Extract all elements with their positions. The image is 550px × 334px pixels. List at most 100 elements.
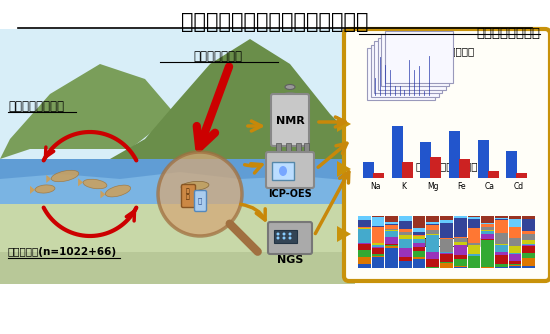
Bar xyxy=(509,238,521,246)
Polygon shape xyxy=(337,116,351,132)
Circle shape xyxy=(277,236,279,239)
Bar xyxy=(386,244,398,245)
Bar xyxy=(454,237,466,242)
Bar xyxy=(426,224,439,230)
Bar xyxy=(509,227,521,238)
Polygon shape xyxy=(337,161,351,177)
Bar xyxy=(358,228,371,243)
Text: ICP-OES: ICP-OES xyxy=(268,189,312,199)
Bar xyxy=(454,267,466,268)
Bar xyxy=(495,218,508,219)
Bar xyxy=(426,235,439,253)
Ellipse shape xyxy=(83,179,107,189)
FancyBboxPatch shape xyxy=(268,222,312,254)
Bar xyxy=(386,230,398,236)
Bar xyxy=(358,220,371,227)
Bar xyxy=(522,216,535,218)
Bar xyxy=(481,227,494,230)
Bar xyxy=(481,231,494,234)
Bar xyxy=(372,254,384,257)
Bar xyxy=(481,223,494,224)
FancyBboxPatch shape xyxy=(266,152,314,188)
Bar xyxy=(509,266,521,268)
Bar xyxy=(426,222,439,224)
Bar xyxy=(402,162,412,178)
Bar xyxy=(412,239,426,242)
Text: Fe: Fe xyxy=(457,182,466,191)
Bar xyxy=(495,245,508,252)
Bar xyxy=(440,262,453,263)
Bar xyxy=(481,234,494,239)
Bar xyxy=(412,257,426,260)
Polygon shape xyxy=(110,39,355,159)
Polygon shape xyxy=(0,159,355,204)
Circle shape xyxy=(158,152,242,236)
FancyBboxPatch shape xyxy=(272,162,294,180)
Bar xyxy=(412,247,426,251)
Text: 複雑な環境因子: 複雑な環境因子 xyxy=(194,49,243,62)
Text: NGS: NGS xyxy=(277,255,303,265)
Bar xyxy=(522,240,535,244)
Polygon shape xyxy=(0,159,355,181)
Text: 無機元素プロファイル: 無機元素プロファイル xyxy=(416,161,478,171)
Bar xyxy=(468,254,480,256)
Bar xyxy=(372,226,384,227)
Bar xyxy=(440,252,453,253)
Bar xyxy=(459,159,470,178)
Bar xyxy=(304,143,309,159)
Bar xyxy=(495,220,508,233)
Bar xyxy=(426,253,439,259)
Bar xyxy=(412,235,426,236)
Bar xyxy=(522,245,535,246)
Bar xyxy=(399,261,412,268)
Bar xyxy=(412,232,426,235)
Bar xyxy=(522,234,535,240)
Ellipse shape xyxy=(285,85,295,90)
Bar xyxy=(372,247,384,248)
Text: 水: 水 xyxy=(198,198,202,204)
Bar xyxy=(273,158,307,163)
Bar xyxy=(454,242,466,245)
Bar xyxy=(495,216,508,218)
Ellipse shape xyxy=(280,93,300,101)
Bar xyxy=(0,29,355,204)
Bar xyxy=(440,254,453,262)
Bar xyxy=(522,259,535,266)
Bar xyxy=(481,267,494,268)
Text: 腸内微生物プロファイル: 腸内微生物プロファイル xyxy=(412,236,481,246)
Bar xyxy=(440,238,453,252)
Bar xyxy=(522,266,535,268)
Polygon shape xyxy=(78,178,83,186)
Bar xyxy=(386,248,398,268)
Bar xyxy=(399,248,412,257)
Bar xyxy=(488,171,499,178)
Bar xyxy=(296,143,301,159)
Bar xyxy=(373,172,384,178)
Circle shape xyxy=(289,236,292,239)
Bar xyxy=(372,227,384,243)
Text: Mg: Mg xyxy=(427,182,438,191)
Bar xyxy=(495,255,508,264)
Bar xyxy=(381,34,449,86)
Bar xyxy=(358,216,371,220)
Bar xyxy=(412,216,426,228)
FancyBboxPatch shape xyxy=(182,184,195,207)
Circle shape xyxy=(289,232,292,235)
Bar xyxy=(509,219,521,227)
Bar xyxy=(468,244,480,254)
Bar xyxy=(412,228,426,232)
Bar xyxy=(509,253,521,255)
Bar xyxy=(372,245,384,247)
Bar xyxy=(399,239,412,248)
Bar xyxy=(371,44,438,97)
Bar xyxy=(481,230,494,231)
Bar xyxy=(509,246,521,253)
Bar xyxy=(454,255,466,260)
Bar xyxy=(399,232,412,235)
Bar xyxy=(0,204,355,254)
Bar xyxy=(454,216,466,217)
Bar xyxy=(509,255,521,262)
Bar xyxy=(399,229,412,232)
Bar xyxy=(412,251,426,257)
Bar xyxy=(363,162,374,178)
